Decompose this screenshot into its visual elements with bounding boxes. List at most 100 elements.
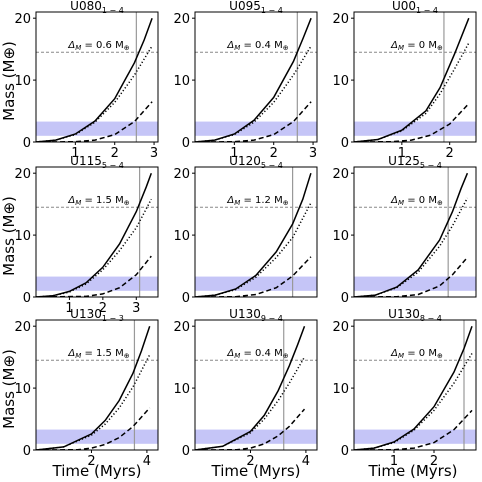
series-dotted [36, 198, 152, 297]
y-tick-label: 20 [332, 320, 349, 335]
series-solid [195, 17, 312, 142]
mass-band [354, 429, 476, 444]
x-tick-label: 4 [302, 454, 310, 469]
series-dotted [195, 202, 312, 297]
x-tick-label: 2 [99, 301, 107, 316]
x-axis-label-col-2: Time (Myrs) [211, 462, 301, 480]
x-tick-label: 3 [150, 146, 158, 161]
y-tick-label: 10 [173, 74, 190, 89]
panel-9: 0 10 20 1 2 U1308 − 4 ΔM = 0 M⊕ [332, 307, 477, 469]
panel-1: 0 10 20 1 2 3 U0801 − 4 ΔM = 0.6 M⊕ [14, 0, 159, 161]
axes-frame [35, 166, 159, 298]
panel-title: U1255 − 4 [388, 154, 442, 170]
panel-title: U1205 − 4 [229, 154, 283, 170]
axes-frame [194, 166, 318, 298]
mass-band [195, 429, 317, 444]
panel-5: 0 10 20 U1205 − 4 ΔM = 1.2 M⊕ [173, 154, 318, 306]
series-solid [195, 325, 306, 450]
panel-title: U0951 − 4 [229, 0, 283, 15]
y-tick-label: 20 [332, 167, 349, 182]
x-tick-label: 2 [111, 146, 119, 161]
y-tick-label: 20 [332, 12, 349, 27]
mass-band [195, 276, 317, 291]
series-solid [36, 17, 153, 142]
axes-frame [35, 11, 159, 143]
series-dotted [354, 42, 470, 142]
delta-m-annotation: ΔM = 0 M⊕ [390, 195, 443, 207]
y-tick-label: 0 [182, 291, 190, 306]
mass-band [36, 276, 158, 291]
panel-title: U1308 − 4 [388, 307, 442, 323]
x-axis-label-col-3: Time (Myrs) [368, 462, 458, 480]
panel-8: 0 10 20 2 4 U1309 − 4 ΔM = 0.4 M⊕ [173, 307, 318, 469]
delta-m-annotation: ΔM = 1.2 M⊕ [226, 195, 288, 207]
y-tick-label: 10 [14, 382, 31, 397]
mass-band [36, 121, 158, 136]
panel-title: U1301 − 3 [70, 307, 124, 323]
axes-frame [35, 319, 159, 451]
y-tick-label: 0 [341, 444, 349, 459]
y-tick-label: 0 [182, 444, 190, 459]
series-solid [354, 325, 473, 450]
y-tick-label: 20 [14, 167, 31, 182]
axes-frame [353, 166, 477, 298]
x-tick-label: 2 [430, 454, 438, 469]
x-tick-label: 3 [132, 301, 140, 316]
mass-band [354, 276, 476, 291]
y-axis-label-row-2: Mass (M⊕) [0, 196, 18, 276]
mass-band [195, 121, 317, 136]
y-tick-label: 20 [173, 320, 190, 335]
panel-4: 0 10 20 1 2 3 U1155 − 4 ΔM = 1.5 M⊕ [14, 154, 159, 316]
x-tick-label: 1 [65, 301, 73, 316]
series-dashed [195, 408, 306, 450]
y-axis-label-row-1: Mass (M⊕) [0, 41, 18, 121]
y-axis-label-row-3: Mass (M⊕) [0, 349, 18, 429]
y-tick-label: 10 [14, 229, 31, 244]
axes-frame [353, 319, 477, 451]
axes-frame [194, 319, 318, 451]
y-tick-label: 0 [23, 291, 31, 306]
x-tick-label: 2 [446, 146, 454, 161]
delta-m-annotation: ΔM = 1.5 M⊕ [67, 195, 129, 207]
series-dotted [36, 354, 151, 450]
axes-frame [194, 11, 318, 143]
panel-title: U1155 − 4 [70, 154, 124, 170]
x-tick-label: 2 [87, 454, 95, 469]
mass-band [354, 121, 476, 136]
series-dotted [354, 197, 469, 297]
series-dotted [195, 356, 306, 450]
y-tick-label: 20 [173, 167, 190, 182]
x-tick-label: 1 [390, 454, 398, 469]
x-tick-label: 2 [246, 454, 254, 469]
x-tick-label: 1 [71, 146, 79, 161]
y-tick-label: 20 [14, 320, 31, 335]
mass-band [36, 429, 158, 444]
x-tick-label: 1 [398, 146, 406, 161]
y-tick-label: 10 [173, 229, 190, 244]
y-tick-label: 0 [182, 136, 190, 151]
series-dotted [354, 353, 473, 450]
panel-6: 0 10 20 U1255 − 4 ΔM = 0 M⊕ [332, 154, 477, 306]
y-tick-label: 0 [23, 444, 31, 459]
y-tick-label: 20 [14, 12, 31, 27]
series-solid [354, 172, 469, 297]
y-tick-label: 10 [173, 382, 190, 397]
delta-m-annotation: ΔM = 0 M⊕ [390, 348, 443, 360]
panel-7: 0 10 20 2 4 U1301 − 3 ΔM = 1.5 M⊕ [14, 307, 159, 469]
panel-3: 0 10 20 1 2 U001 − 4 ΔM = 0 M⊕ [332, 0, 477, 161]
y-tick-label: 0 [341, 136, 349, 151]
panel-title: U0801 − 4 [70, 0, 124, 15]
x-tick-label: 3 [309, 146, 317, 161]
delta-m-annotation: ΔM = 0 M⊕ [390, 40, 443, 52]
delta-m-annotation: ΔM = 0.4 M⊕ [226, 348, 288, 360]
y-tick-label: 0 [341, 291, 349, 306]
series-solid [36, 172, 153, 297]
y-tick-label: 10 [332, 382, 349, 397]
x-tick-label: 2 [270, 146, 278, 161]
x-tick-label: 1 [230, 146, 238, 161]
x-axis-label-col-1: Time (Myrs) [52, 462, 142, 480]
y-tick-label: 20 [173, 12, 190, 27]
delta-m-annotation: ΔM = 0.6 M⊕ [67, 40, 129, 52]
